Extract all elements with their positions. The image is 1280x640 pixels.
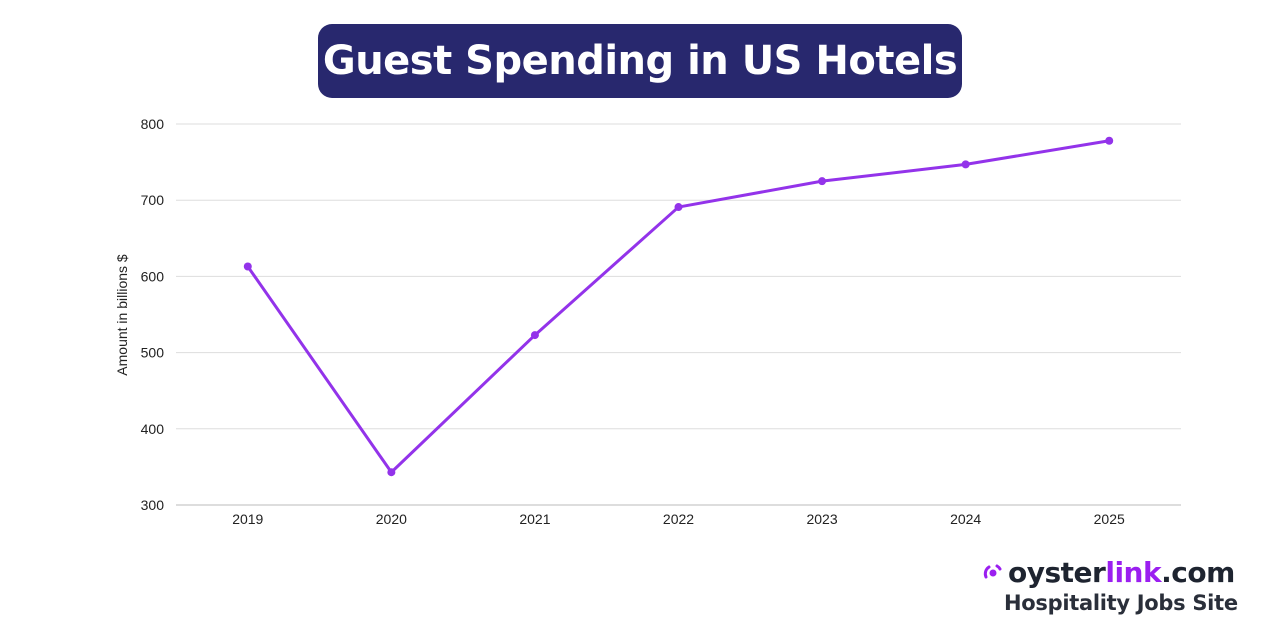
x-tick-label: 2020 xyxy=(376,511,407,527)
x-tick-label: 2024 xyxy=(950,511,981,527)
data-point xyxy=(961,160,970,169)
x-tick-label: 2021 xyxy=(519,511,550,527)
x-tick-label: 2019 xyxy=(232,511,263,527)
logo-tagline: Hospitality Jobs Site xyxy=(1004,591,1238,615)
y-tick-label: 800 xyxy=(141,116,165,132)
x-tick-label: 2025 xyxy=(1094,511,1125,527)
data-point xyxy=(1105,136,1114,145)
oysterlink-logo: oyster link .com Hospitality Jobs Site xyxy=(982,556,1242,615)
y-tick-label: 500 xyxy=(141,345,165,361)
data-point xyxy=(243,262,252,271)
data-point xyxy=(387,468,396,477)
signal-icon xyxy=(983,564,1002,578)
x-tick-label: 2023 xyxy=(806,511,837,527)
logo-suffix: .com xyxy=(1161,556,1235,589)
data-point xyxy=(530,331,539,340)
data-point xyxy=(674,203,683,212)
y-tick-label: 700 xyxy=(141,192,165,208)
chart-title: Guest Spending in US Hotels xyxy=(318,24,962,98)
data-point xyxy=(818,177,827,186)
logo-text: oyster xyxy=(1008,556,1106,589)
y-axis-label: Amount in billions $ xyxy=(114,254,130,376)
y-tick-label: 600 xyxy=(141,268,165,284)
y-tick-label: 400 xyxy=(141,421,165,437)
series-line xyxy=(246,139,1110,474)
y-tick-label: 300 xyxy=(141,497,165,513)
logo-text-accent: link xyxy=(1105,556,1162,589)
x-tick-label: 2022 xyxy=(663,511,694,527)
